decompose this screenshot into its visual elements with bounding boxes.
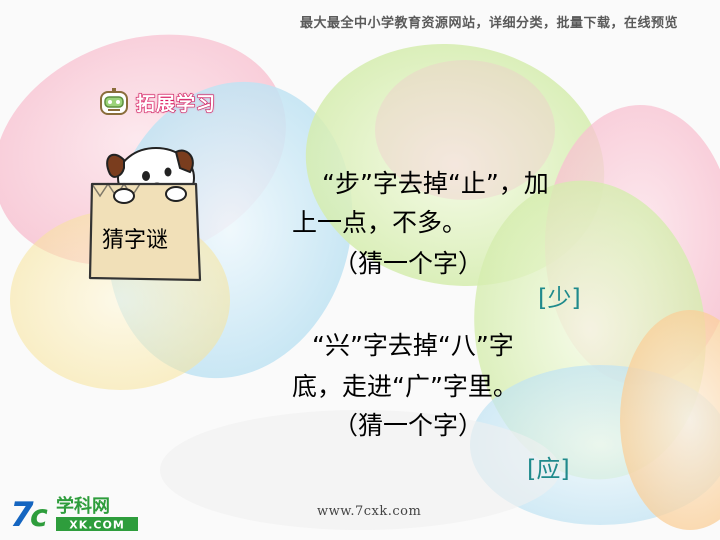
section-heading: 拓展学习 bbox=[98, 86, 216, 118]
svg-text:学科网: 学科网 bbox=[56, 495, 110, 517]
riddle-label: 猜字谜 bbox=[102, 228, 169, 253]
riddle-2-answer: [应] bbox=[527, 455, 570, 483]
riddle-1-line-1: “步”字去掉“止”，加 bbox=[322, 169, 549, 198]
svg-text:XK.COM: XK.COM bbox=[69, 519, 125, 532]
robot-head-icon bbox=[100, 88, 128, 115]
svg-text:7: 7 bbox=[10, 495, 34, 534]
puppy-in-bag-icon bbox=[88, 147, 202, 282]
section-title: 拓展学习 bbox=[135, 92, 217, 115]
xk-logo[interactable]: 7 c 学科网 XK.COM bbox=[8, 490, 140, 534]
riddle-2-line-1: “兴”字去掉“八”字 bbox=[312, 331, 514, 360]
site-banner: 最大最全中小学教育资源网站，详细分类，批量下载，在线预览 bbox=[299, 16, 678, 31]
riddle-1-answer: [少] bbox=[538, 284, 581, 312]
riddle-1-line-2: 上一点，不多。 bbox=[292, 208, 468, 237]
riddle-2-line-2: 底，走进“广”字里。 bbox=[292, 372, 518, 401]
footer-url: www.7cxk.com bbox=[317, 504, 422, 519]
riddle-2-line-3: （猜一个字） bbox=[333, 411, 484, 440]
svg-text:c: c bbox=[30, 499, 48, 534]
riddle-1-line-3: （猜一个字） bbox=[333, 249, 484, 278]
